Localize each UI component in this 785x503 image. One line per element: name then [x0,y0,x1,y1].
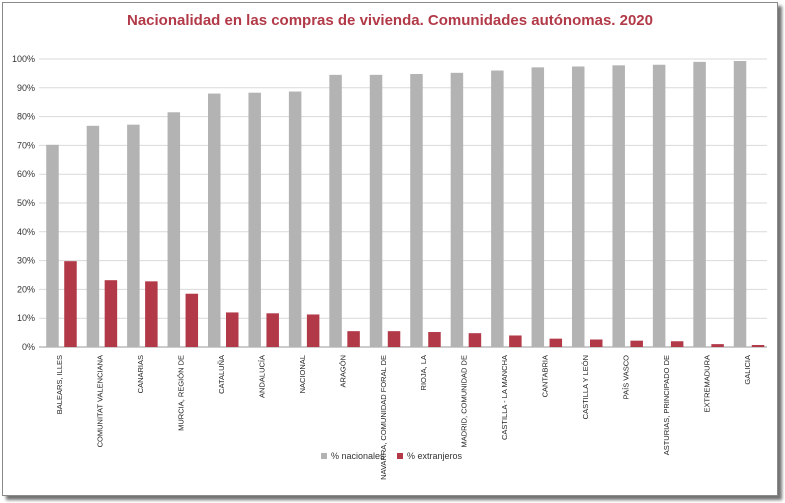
x-tick-label: ARAGÓN [338,355,347,388]
bar-nacionales [208,93,221,347]
chart-frame: Nacionalidad en las compras de vivienda.… [2,2,778,496]
x-tick-label: GALICIA [743,355,752,385]
x-tick-label: CATALUÑA [217,355,226,394]
bar-nacionales [248,92,261,347]
y-tick-label: 40% [17,227,35,237]
legend-label: % nacionales [331,451,385,461]
x-tick-label: ANDALUCÍA [257,355,266,398]
legend-swatch [397,453,403,459]
x-tick-label: NAVARRA, COMUNIDAD FORAL DE [379,355,388,480]
x-tick-label: EXTREMADURA [702,355,711,413]
bar-nacionales [491,70,504,348]
bar-extranjeros [226,312,239,347]
x-tick-label: CASTILLA - LA MANCHA [500,355,509,440]
legend: % nacionales % extranjeros [321,451,463,461]
x-tick-label: PAÍS VASCO [621,355,630,399]
bar-nacionales [693,61,706,347]
y-tick-label: 0% [22,342,35,352]
bar-nacionales [531,67,545,348]
bar-extranjeros [468,333,482,347]
gridlines [39,58,767,348]
x-tick-label: CASTILLA Y LEÓN [581,355,590,419]
bar-extranjeros [185,293,199,347]
y-tick-label: 30% [17,256,35,266]
bar-nacionales [86,125,100,347]
bar-extranjeros [630,340,643,347]
x-tick-label: RIOJA, LA [419,355,428,390]
bar-extranjeros [145,281,158,347]
y-tick-label: 60% [17,169,35,179]
chart-title: Nacionalidad en las compras de vivienda.… [127,12,653,29]
x-tick-label: COMUNITAT VALENCIANA [96,355,105,447]
y-axis-ticks: 0% 10% 20% 30% 40% 50% 60% 70% 80% 90% 100% [12,54,35,352]
x-tick-label: NACIONAL [298,355,307,393]
y-tick-label: 90% [17,83,35,93]
bar-extranjeros [104,280,118,347]
bar-nacionales [733,61,747,348]
bar-extranjeros [266,313,279,347]
x-tick-label: MURCIA, REGIÓN DE [177,355,186,431]
y-tick-label: 20% [17,284,35,294]
y-tick-label: 70% [17,140,35,150]
y-tick-label: 100% [12,54,35,64]
bar-extranjeros [347,331,360,347]
bar-extranjeros [64,261,77,347]
bar-nacionales [612,65,625,347]
bar-nacionales [167,112,181,347]
y-tick-label: 80% [17,112,35,122]
bar-extranjeros [549,338,563,347]
x-tick-label: BALEARS, ILLES [55,355,64,414]
bar-nacionales [329,74,342,347]
bar-nacionales [127,124,140,347]
bar-nacionales [450,72,464,347]
bar-extranjeros [387,331,401,347]
bar-extranjeros [590,339,603,347]
bar-chart: Nacionalidad en las compras de vivienda.… [12,12,767,480]
x-tick-label: CANTABRIA [541,355,550,397]
bar-extranjeros [670,341,684,347]
bar-nacionales [369,74,383,347]
bar-extranjeros [711,344,724,347]
bars [46,61,765,348]
legend-label: % extranjeros [407,451,463,461]
x-tick-label: MADRID, COMUNIDAD DE [460,355,469,448]
x-tick-label: CANARIAS [136,355,145,393]
y-tick-label: 50% [17,198,35,208]
bar-extranjeros [751,344,765,347]
bar-nacionales [572,66,585,347]
y-tick-label: 10% [17,313,35,323]
bar-extranjeros [306,314,320,347]
bar-extranjeros [509,335,522,347]
legend-swatch [321,453,327,459]
x-axis-ticks: BALEARS, ILLES COMUNITAT VALENCIANA CANARI… [55,355,752,480]
bar-nacionales [652,64,666,347]
bar-nacionales [410,73,423,347]
bar-nacionales [288,91,302,347]
bar-nacionales [46,144,59,347]
x-tick-label: ASTURIAS, PRINCIPADO DE [662,355,671,455]
bar-extranjeros [428,332,441,347]
